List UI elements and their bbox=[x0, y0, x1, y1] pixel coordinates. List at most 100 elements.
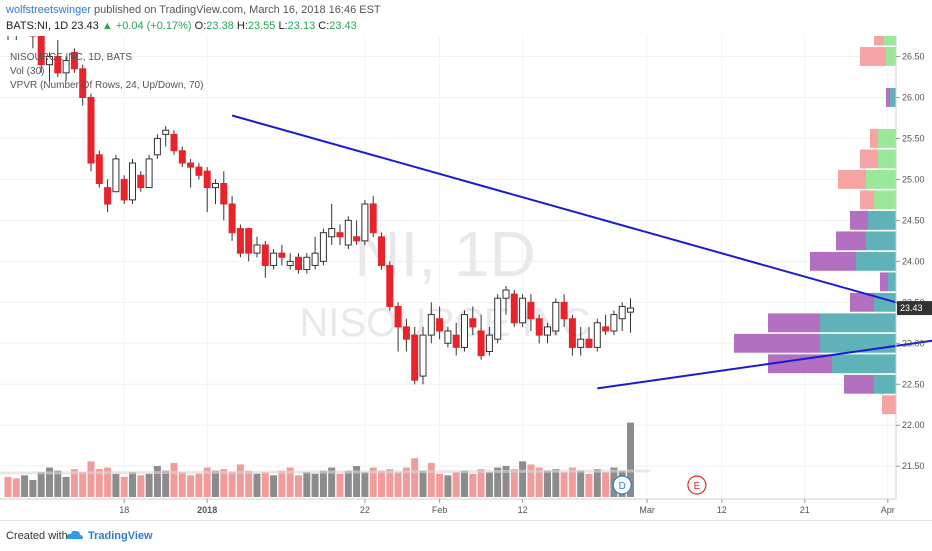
volume-bar bbox=[270, 475, 278, 497]
volume-bar bbox=[502, 466, 510, 497]
candle-body bbox=[145, 158, 153, 189]
candle-body bbox=[544, 326, 551, 336]
candle-body bbox=[627, 307, 634, 313]
candle-body bbox=[353, 236, 361, 242]
volume-bar bbox=[344, 470, 352, 497]
candle-body bbox=[535, 318, 543, 336]
high-value: 23.55 bbox=[247, 20, 276, 32]
time-axis[interactable]: 18201822Feb12Mar1221Apr16 bbox=[119, 499, 932, 515]
event-marker[interactable] bbox=[687, 475, 707, 495]
volume-profile-down-bar bbox=[734, 333, 820, 353]
time-tick-label: Feb bbox=[432, 505, 448, 515]
candle-body bbox=[618, 305, 626, 320]
candle-body bbox=[261, 244, 269, 266]
price-tick-label: 24.00 bbox=[902, 256, 925, 266]
candle-body bbox=[585, 338, 593, 348]
candle-body bbox=[436, 318, 444, 332]
volume-profile-down-bar bbox=[836, 231, 866, 251]
price-tick-label: 25.00 bbox=[902, 174, 925, 184]
volume-bar bbox=[535, 467, 543, 497]
candle-body bbox=[137, 174, 145, 189]
candle-body bbox=[311, 252, 319, 266]
volume-bar bbox=[195, 473, 203, 497]
candle-body bbox=[378, 236, 385, 266]
last-price-label: 23.43 bbox=[900, 303, 923, 313]
volume-bars bbox=[0, 422, 651, 497]
publish-line: wolfstreetswinger published on TradingVi… bbox=[6, 4, 381, 16]
high-label: H: bbox=[236, 20, 248, 32]
time-tick-label: 12 bbox=[518, 505, 528, 515]
candle-body bbox=[527, 301, 535, 320]
volume-bar bbox=[593, 469, 601, 497]
volume-bar bbox=[153, 466, 161, 497]
open-label: O: bbox=[194, 20, 207, 32]
volume-bar bbox=[178, 472, 186, 497]
volume-bar bbox=[228, 472, 236, 497]
trend-line[interactable] bbox=[231, 114, 932, 318]
time-tick-label: Mar bbox=[639, 505, 655, 515]
volume-bar bbox=[552, 469, 560, 497]
volume-bar bbox=[95, 469, 103, 497]
plot-area bbox=[0, 36, 896, 499]
volume-bar bbox=[527, 464, 535, 497]
candle-body bbox=[411, 334, 419, 381]
candle-body bbox=[319, 232, 327, 262]
candle-body bbox=[228, 203, 236, 234]
volume-bar bbox=[602, 472, 610, 497]
volume-bar bbox=[402, 467, 410, 497]
volume-bar bbox=[627, 422, 634, 497]
volume-profile-down-bar bbox=[880, 272, 888, 292]
volume-ma-line bbox=[0, 469, 651, 475]
volume-bar bbox=[585, 473, 593, 497]
candle-body bbox=[477, 330, 485, 357]
volume-bar bbox=[236, 464, 244, 497]
volume-bar bbox=[137, 475, 145, 497]
candle-body bbox=[129, 162, 136, 201]
author-link[interactable]: wolfstreetswinger bbox=[6, 4, 91, 16]
volume-profile-up-bar bbox=[868, 210, 896, 230]
volume-bar bbox=[461, 470, 468, 497]
candle-body bbox=[560, 301, 568, 320]
trendlines[interactable] bbox=[231, 114, 932, 390]
volume-profile-down-bar bbox=[768, 313, 820, 333]
event-marker[interactable] bbox=[612, 475, 632, 495]
candle-body bbox=[419, 334, 427, 377]
volume-profile-up-bar bbox=[832, 354, 896, 374]
up-arrow-icon: ▲ bbox=[101, 20, 113, 32]
volume-bar bbox=[378, 470, 385, 497]
volume-profile-down-bar bbox=[882, 395, 896, 415]
volume-bar bbox=[278, 470, 286, 497]
price-axis[interactable]: 26.5026.0025.5025.0024.5024.0023.5023.00… bbox=[896, 51, 932, 471]
candle-body bbox=[54, 55, 62, 74]
volume-bar bbox=[560, 472, 568, 497]
volume-profile-up-bar bbox=[866, 231, 896, 251]
volume-bar bbox=[12, 478, 20, 497]
trend-line[interactable] bbox=[597, 338, 932, 390]
volume-bar bbox=[37, 472, 45, 497]
volume-bar bbox=[510, 469, 518, 497]
candle-body bbox=[195, 166, 203, 176]
low-label: L: bbox=[278, 20, 288, 32]
candle-body bbox=[278, 252, 286, 258]
candle-body bbox=[494, 297, 502, 340]
candle-body bbox=[286, 260, 294, 266]
volume-bar bbox=[436, 473, 444, 497]
volume-profile-up-bar bbox=[884, 36, 896, 46]
volume-bar bbox=[29, 479, 37, 497]
volume-bar bbox=[394, 472, 402, 497]
volume-bar bbox=[336, 473, 344, 497]
candle-body bbox=[37, 36, 45, 66]
candle-body bbox=[519, 297, 527, 324]
tradingview-brand[interactable]: TradingView bbox=[88, 530, 153, 542]
legend-vpvr: VPVR (Number Of Rows, 24, Up/Down, 70) bbox=[10, 80, 203, 91]
volume-profile-down-bar bbox=[886, 88, 890, 107]
volume-bar bbox=[286, 467, 294, 497]
volume-bar bbox=[353, 466, 361, 497]
tradingview-cloud-icon bbox=[66, 530, 83, 539]
legend-symbol: NISOURCE INC, 1D, BATS bbox=[10, 52, 132, 63]
close-label: C: bbox=[318, 20, 330, 32]
volume-bar bbox=[70, 469, 78, 497]
volume-profile-up-bar bbox=[886, 47, 896, 66]
